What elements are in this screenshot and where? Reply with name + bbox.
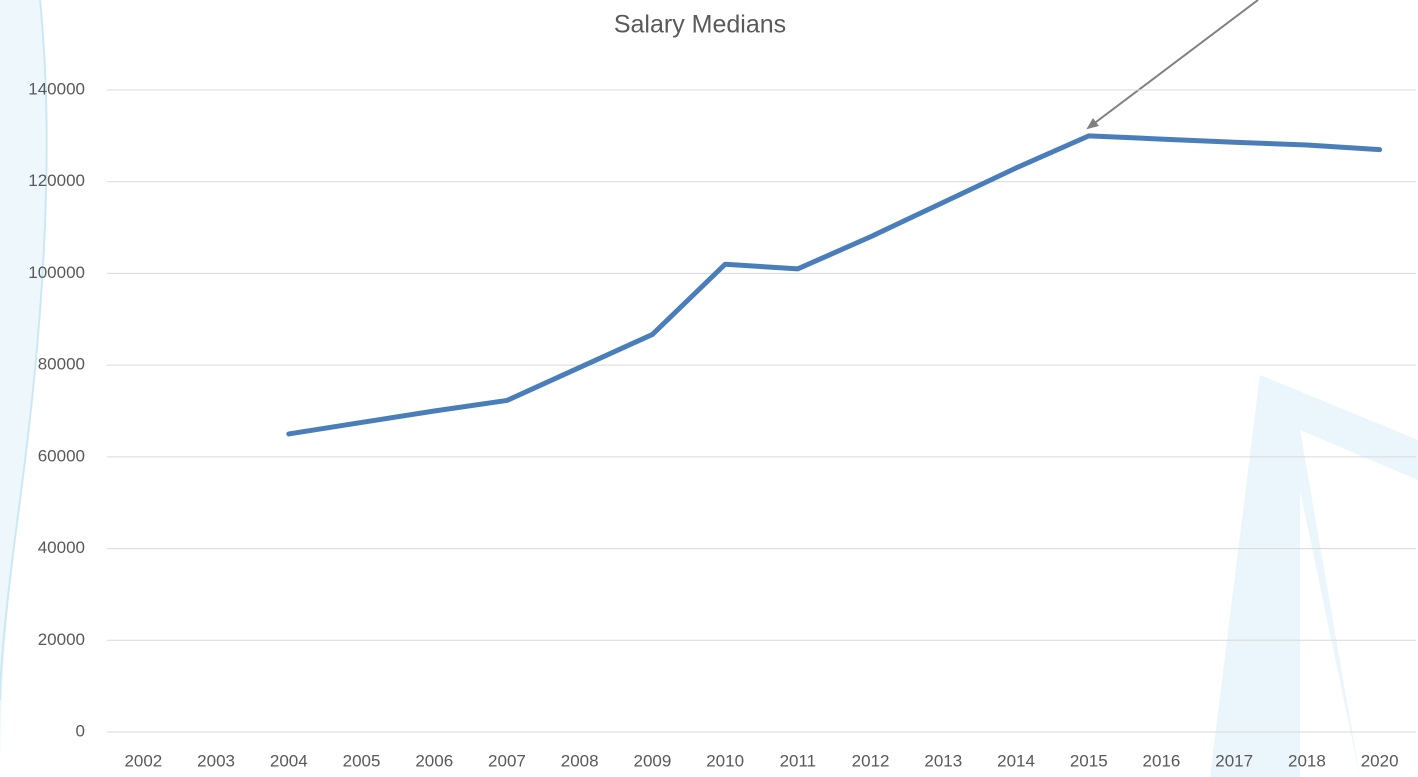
- annotation-arrow: [1086, 0, 1259, 130]
- y-tick-label: 140000: [28, 79, 85, 98]
- x-tick-label: 2009: [634, 751, 672, 770]
- x-tick-label: 2008: [561, 751, 599, 770]
- y-tick-label: 0: [76, 721, 85, 740]
- y-tick-label: 100000: [28, 263, 85, 282]
- x-tick-label: 2011: [780, 751, 817, 770]
- x-tick-label: 2017: [1215, 751, 1253, 770]
- y-tick-label: 60000: [38, 446, 85, 465]
- y-tick-label: 40000: [38, 538, 85, 557]
- x-tick-label: 2005: [343, 751, 381, 770]
- x-tick-label: 2020: [1361, 751, 1399, 770]
- x-tick-label: 2016: [1143, 751, 1181, 770]
- x-tick-label: 2010: [706, 751, 744, 770]
- x-tick-label: 2006: [415, 751, 453, 770]
- x-tick-label: 2002: [124, 751, 162, 770]
- x-tick-label: 2014: [997, 751, 1035, 770]
- x-tick-label: 2012: [852, 751, 890, 770]
- x-tick-label: 2013: [924, 751, 962, 770]
- y-tick-label: 120000: [28, 171, 85, 190]
- line-series: [286, 133, 1383, 437]
- x-tick-label: 2018: [1288, 751, 1326, 770]
- x-tick-label: 2003: [197, 751, 235, 770]
- x-tick-label: 2007: [488, 751, 526, 770]
- y-tick-label: 80000: [38, 355, 85, 374]
- y-tick-label: 20000: [38, 630, 85, 649]
- chart-title: Salary Medians: [614, 11, 786, 39]
- x-tick-label: 2015: [1070, 751, 1108, 770]
- x-tick-label: 2004: [270, 751, 308, 770]
